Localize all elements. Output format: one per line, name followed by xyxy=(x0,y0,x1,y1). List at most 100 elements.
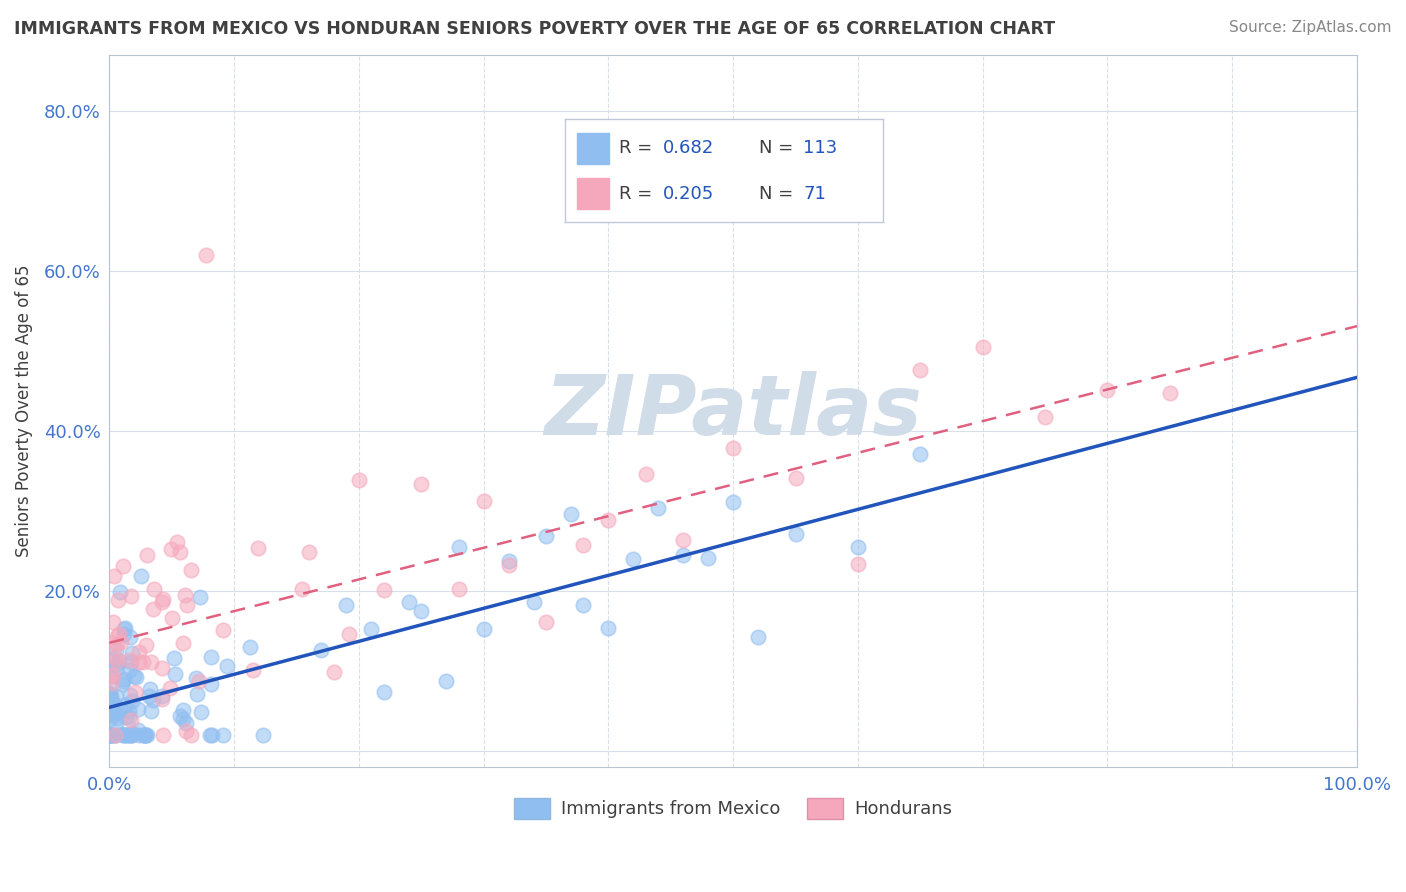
Point xyxy=(120,728,142,742)
Point xyxy=(174,715,197,730)
Point xyxy=(163,650,186,665)
Point xyxy=(118,704,141,718)
Point xyxy=(447,582,470,596)
Point xyxy=(411,477,433,491)
Point xyxy=(252,728,274,742)
Point xyxy=(104,649,127,664)
Point xyxy=(98,687,121,701)
Point xyxy=(105,689,128,703)
Point xyxy=(103,668,125,682)
Point xyxy=(132,655,155,669)
Point xyxy=(98,728,121,742)
Point xyxy=(238,640,260,655)
Point xyxy=(121,694,143,708)
Point xyxy=(322,665,344,679)
Point xyxy=(697,550,720,565)
Point xyxy=(747,630,769,644)
Point xyxy=(534,615,557,629)
Point xyxy=(972,340,994,354)
Point xyxy=(472,623,495,637)
Point xyxy=(100,652,122,666)
Point xyxy=(534,529,557,543)
Point xyxy=(572,598,595,612)
Point xyxy=(785,526,807,541)
Point xyxy=(100,690,122,705)
Point xyxy=(127,701,149,715)
Point xyxy=(118,688,141,702)
Point xyxy=(105,637,128,651)
Point xyxy=(200,649,222,664)
Point xyxy=(121,726,143,740)
Point xyxy=(150,661,173,675)
Point xyxy=(101,615,124,629)
Point xyxy=(447,540,470,554)
Point xyxy=(560,508,582,522)
Point xyxy=(100,690,122,704)
Point xyxy=(112,672,135,686)
Point xyxy=(373,582,395,597)
Point xyxy=(118,709,141,723)
Point xyxy=(132,728,155,742)
Point xyxy=(172,703,194,717)
Point xyxy=(118,630,141,644)
Point xyxy=(129,569,152,583)
Point xyxy=(846,540,869,554)
Point xyxy=(124,685,146,699)
Point xyxy=(111,728,134,742)
Point xyxy=(647,501,669,516)
Point xyxy=(107,626,129,640)
Point xyxy=(104,728,127,742)
Point xyxy=(112,622,135,636)
Point xyxy=(114,621,136,635)
Point xyxy=(174,588,197,602)
Point xyxy=(118,728,141,742)
Point xyxy=(114,710,136,724)
Point xyxy=(291,582,314,596)
Point xyxy=(846,558,869,572)
Point xyxy=(107,593,129,607)
Point xyxy=(115,728,138,742)
Point xyxy=(105,715,128,730)
Point xyxy=(112,728,135,742)
Point xyxy=(187,673,209,688)
Point xyxy=(118,728,141,742)
Point xyxy=(215,659,238,673)
Point xyxy=(298,545,321,559)
Point xyxy=(98,728,121,742)
Point xyxy=(910,362,932,376)
Point xyxy=(910,447,932,461)
Point xyxy=(98,669,121,683)
Point xyxy=(101,728,124,742)
Point xyxy=(152,691,174,706)
Point xyxy=(98,712,121,726)
Point xyxy=(121,646,143,660)
Point xyxy=(472,494,495,508)
Point xyxy=(120,589,142,603)
Point xyxy=(104,728,127,742)
Point xyxy=(134,728,156,742)
Point xyxy=(112,698,135,713)
Point xyxy=(143,582,166,597)
Point xyxy=(100,728,122,742)
Point xyxy=(180,728,202,742)
Point xyxy=(152,689,174,703)
Point xyxy=(128,728,150,742)
Legend: Immigrants from Mexico, Hondurans: Immigrants from Mexico, Hondurans xyxy=(506,790,959,826)
Text: IMMIGRANTS FROM MEXICO VS HONDURAN SENIORS POVERTY OVER THE AGE OF 65 CORRELATIO: IMMIGRANTS FROM MEXICO VS HONDURAN SENIO… xyxy=(14,20,1054,37)
Point xyxy=(159,541,181,556)
Point xyxy=(111,677,134,691)
Point xyxy=(311,643,333,657)
Point xyxy=(103,569,125,583)
Point xyxy=(142,693,165,707)
Point xyxy=(105,711,128,725)
Point xyxy=(347,473,370,487)
Point xyxy=(104,728,127,742)
Point xyxy=(572,538,595,552)
Point xyxy=(621,552,644,566)
Point xyxy=(135,638,157,652)
Point xyxy=(672,548,695,562)
Point xyxy=(1159,386,1181,401)
Point xyxy=(142,602,165,616)
Point xyxy=(120,713,142,727)
Point xyxy=(122,669,145,683)
